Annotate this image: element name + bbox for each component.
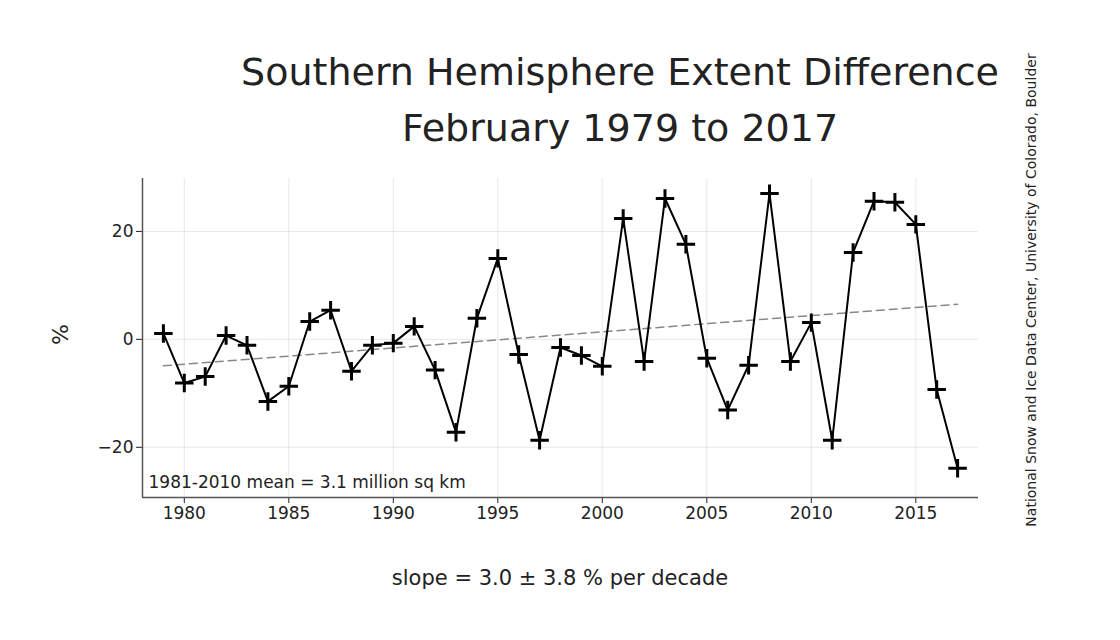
html-text:slope = 3.0 ± 3.8 % per decade: slope = 3.0 ± 3.8 % per decade bbox=[391, 566, 729, 590]
svg-text:2000: 2000 bbox=[581, 503, 624, 523]
svg-text:2015: 2015 bbox=[894, 503, 937, 523]
html-text:National Snow and Ice Data Cen: National Snow and Ice Data Center, Unive… bbox=[1023, 53, 1039, 527]
svg-text:2005: 2005 bbox=[685, 503, 728, 523]
html-text:Southern Hemisphere Extent Dif: Southern Hemisphere Extent Difference bbox=[241, 50, 999, 94]
svg-text:1981-2010 mean = 3.1 million s: 1981-2010 mean = 3.1 million sq km bbox=[149, 472, 466, 492]
svg-text:1990: 1990 bbox=[372, 503, 415, 523]
svg-text:20: 20 bbox=[112, 221, 134, 241]
svg-text:2010: 2010 bbox=[790, 503, 833, 523]
svg-text:0: 0 bbox=[123, 329, 134, 349]
svg-text:1985: 1985 bbox=[267, 503, 310, 523]
svg-text:−20: −20 bbox=[98, 437, 134, 457]
svg-text:1980: 1980 bbox=[163, 503, 206, 523]
svg-text:1995: 1995 bbox=[476, 503, 519, 523]
html-text:February 1979 to 2017: February 1979 to 2017 bbox=[401, 106, 839, 150]
